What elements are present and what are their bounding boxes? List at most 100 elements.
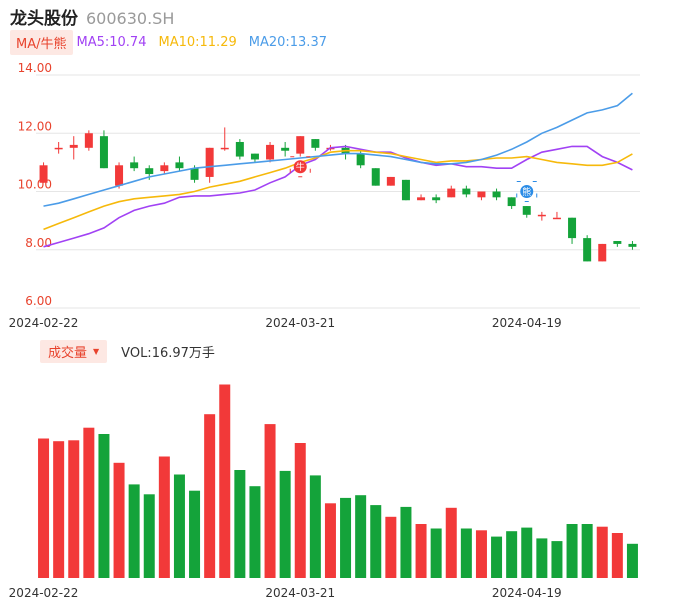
candle-body xyxy=(281,147,290,151)
volume-bar xyxy=(219,384,231,578)
candle-body xyxy=(477,191,486,198)
volume-bar xyxy=(506,531,518,578)
candle-body xyxy=(583,238,592,262)
candle-body xyxy=(522,206,531,215)
bull-marker-frame xyxy=(289,156,311,178)
candle-body xyxy=(39,165,48,183)
bear-marker-label: 熊 xyxy=(522,186,531,198)
ma-line-ma20 xyxy=(43,92,633,207)
volume-bar xyxy=(385,516,397,578)
price-x-tick-label: 2024-02-22 xyxy=(9,316,79,330)
candle-body xyxy=(507,197,516,207)
candle-body xyxy=(235,141,244,157)
volume-bar xyxy=(158,456,170,578)
volume-x-tick-label: 2024-04-19 xyxy=(492,586,562,600)
candle-body xyxy=(99,136,108,169)
volume-indicator-tab[interactable]: 成交量 ▼ xyxy=(40,339,108,363)
ma5-legend: MA5:10.74 xyxy=(76,34,147,50)
candle-body xyxy=(417,197,426,201)
volume-bar xyxy=(551,541,563,578)
price-x-tick-label: 2024-03-21 xyxy=(265,316,335,330)
stock-header: 龙头股份 600630.SH xyxy=(10,4,175,29)
ma20-legend: MA20:13.37 xyxy=(248,34,327,50)
volume-bar xyxy=(521,527,533,578)
price-x-tick-label: 2024-04-19 xyxy=(492,316,562,330)
price-tick-label: 12.00 xyxy=(18,119,52,133)
candle-body xyxy=(115,165,124,186)
ma-line-ma10 xyxy=(43,149,633,231)
volume-bar xyxy=(536,538,548,578)
candle-body xyxy=(190,168,199,180)
ma-line-ma5 xyxy=(43,145,633,248)
candle-body xyxy=(175,162,184,169)
volume-bar xyxy=(626,543,638,578)
price-tick-label: 6.00 xyxy=(25,294,52,308)
price-tick-label: 14.00 xyxy=(18,61,52,75)
volume-bar xyxy=(264,424,276,578)
volume-bar xyxy=(189,490,201,578)
ma10-legend: MA10:11.29 xyxy=(158,34,237,50)
volume-bar xyxy=(460,528,472,578)
volume-bar xyxy=(430,528,442,578)
volume-bar xyxy=(173,474,185,578)
volume-x-tick-label: 2024-02-22 xyxy=(9,586,79,600)
volume-bar xyxy=(309,475,321,578)
candle-body xyxy=(386,176,395,186)
volume-bar xyxy=(83,427,95,578)
candle-body xyxy=(552,217,561,220)
candle-body xyxy=(447,188,456,198)
ma-indicator-tab[interactable]: MA/牛熊 xyxy=(10,29,73,55)
ma-legend: MA/牛熊 MA5:10.74 MA10:11.29 MA20:13.37 xyxy=(10,29,335,55)
volume-bar xyxy=(204,414,216,578)
volume-bar xyxy=(234,470,246,578)
volume-value: VOL:16.97万手 xyxy=(121,345,215,361)
price-tick-label: 8.00 xyxy=(25,236,52,250)
candle-body xyxy=(492,191,501,198)
bull-marker-icon xyxy=(293,160,307,174)
volume-legend: 成交量 ▼ VOL:16.97万手 xyxy=(40,339,215,363)
candle-body xyxy=(266,144,275,160)
candle-body xyxy=(130,162,139,169)
volume-bar xyxy=(370,505,382,578)
volume-bar xyxy=(279,470,291,578)
candle-body xyxy=(401,179,410,201)
volume-bar xyxy=(355,495,367,578)
candle-body xyxy=(145,168,154,175)
volume-bar xyxy=(68,440,80,578)
candle-body xyxy=(462,188,471,195)
volume-bar xyxy=(324,503,336,578)
volume-bar xyxy=(581,524,593,578)
volume-bar xyxy=(128,484,140,578)
volume-bar xyxy=(98,434,110,578)
volume-x-tick-label: 2024-03-21 xyxy=(265,586,335,600)
candle-body xyxy=(598,243,607,262)
volume-bar xyxy=(491,536,503,578)
candle-body xyxy=(54,147,63,150)
volume-bar xyxy=(566,524,578,578)
volume-bar xyxy=(596,526,608,578)
candle-body xyxy=(628,243,637,247)
volume-bar xyxy=(340,497,352,578)
candle-body xyxy=(356,153,365,166)
volume-tab-label: 成交量 xyxy=(48,345,88,361)
volume-bar xyxy=(113,462,125,578)
candle-body xyxy=(296,136,305,154)
candle-body xyxy=(160,165,169,172)
candle-body xyxy=(537,214,546,217)
volume-bar xyxy=(415,524,427,578)
volume-bar xyxy=(611,533,623,578)
stock-code: 600630.SH xyxy=(86,9,175,28)
candle-body xyxy=(250,153,259,160)
candle-body xyxy=(205,147,214,177)
candle-body xyxy=(311,139,320,148)
bear-marker-frame xyxy=(516,181,538,202)
volume-bar xyxy=(53,441,65,578)
volume-bar xyxy=(445,507,457,578)
candle-body xyxy=(84,133,93,148)
caret-down-icon: ▼ xyxy=(93,346,100,356)
volume-bar xyxy=(475,530,487,578)
volume-bar xyxy=(294,443,306,578)
candle-body xyxy=(220,147,229,150)
volume-bar xyxy=(38,438,50,578)
